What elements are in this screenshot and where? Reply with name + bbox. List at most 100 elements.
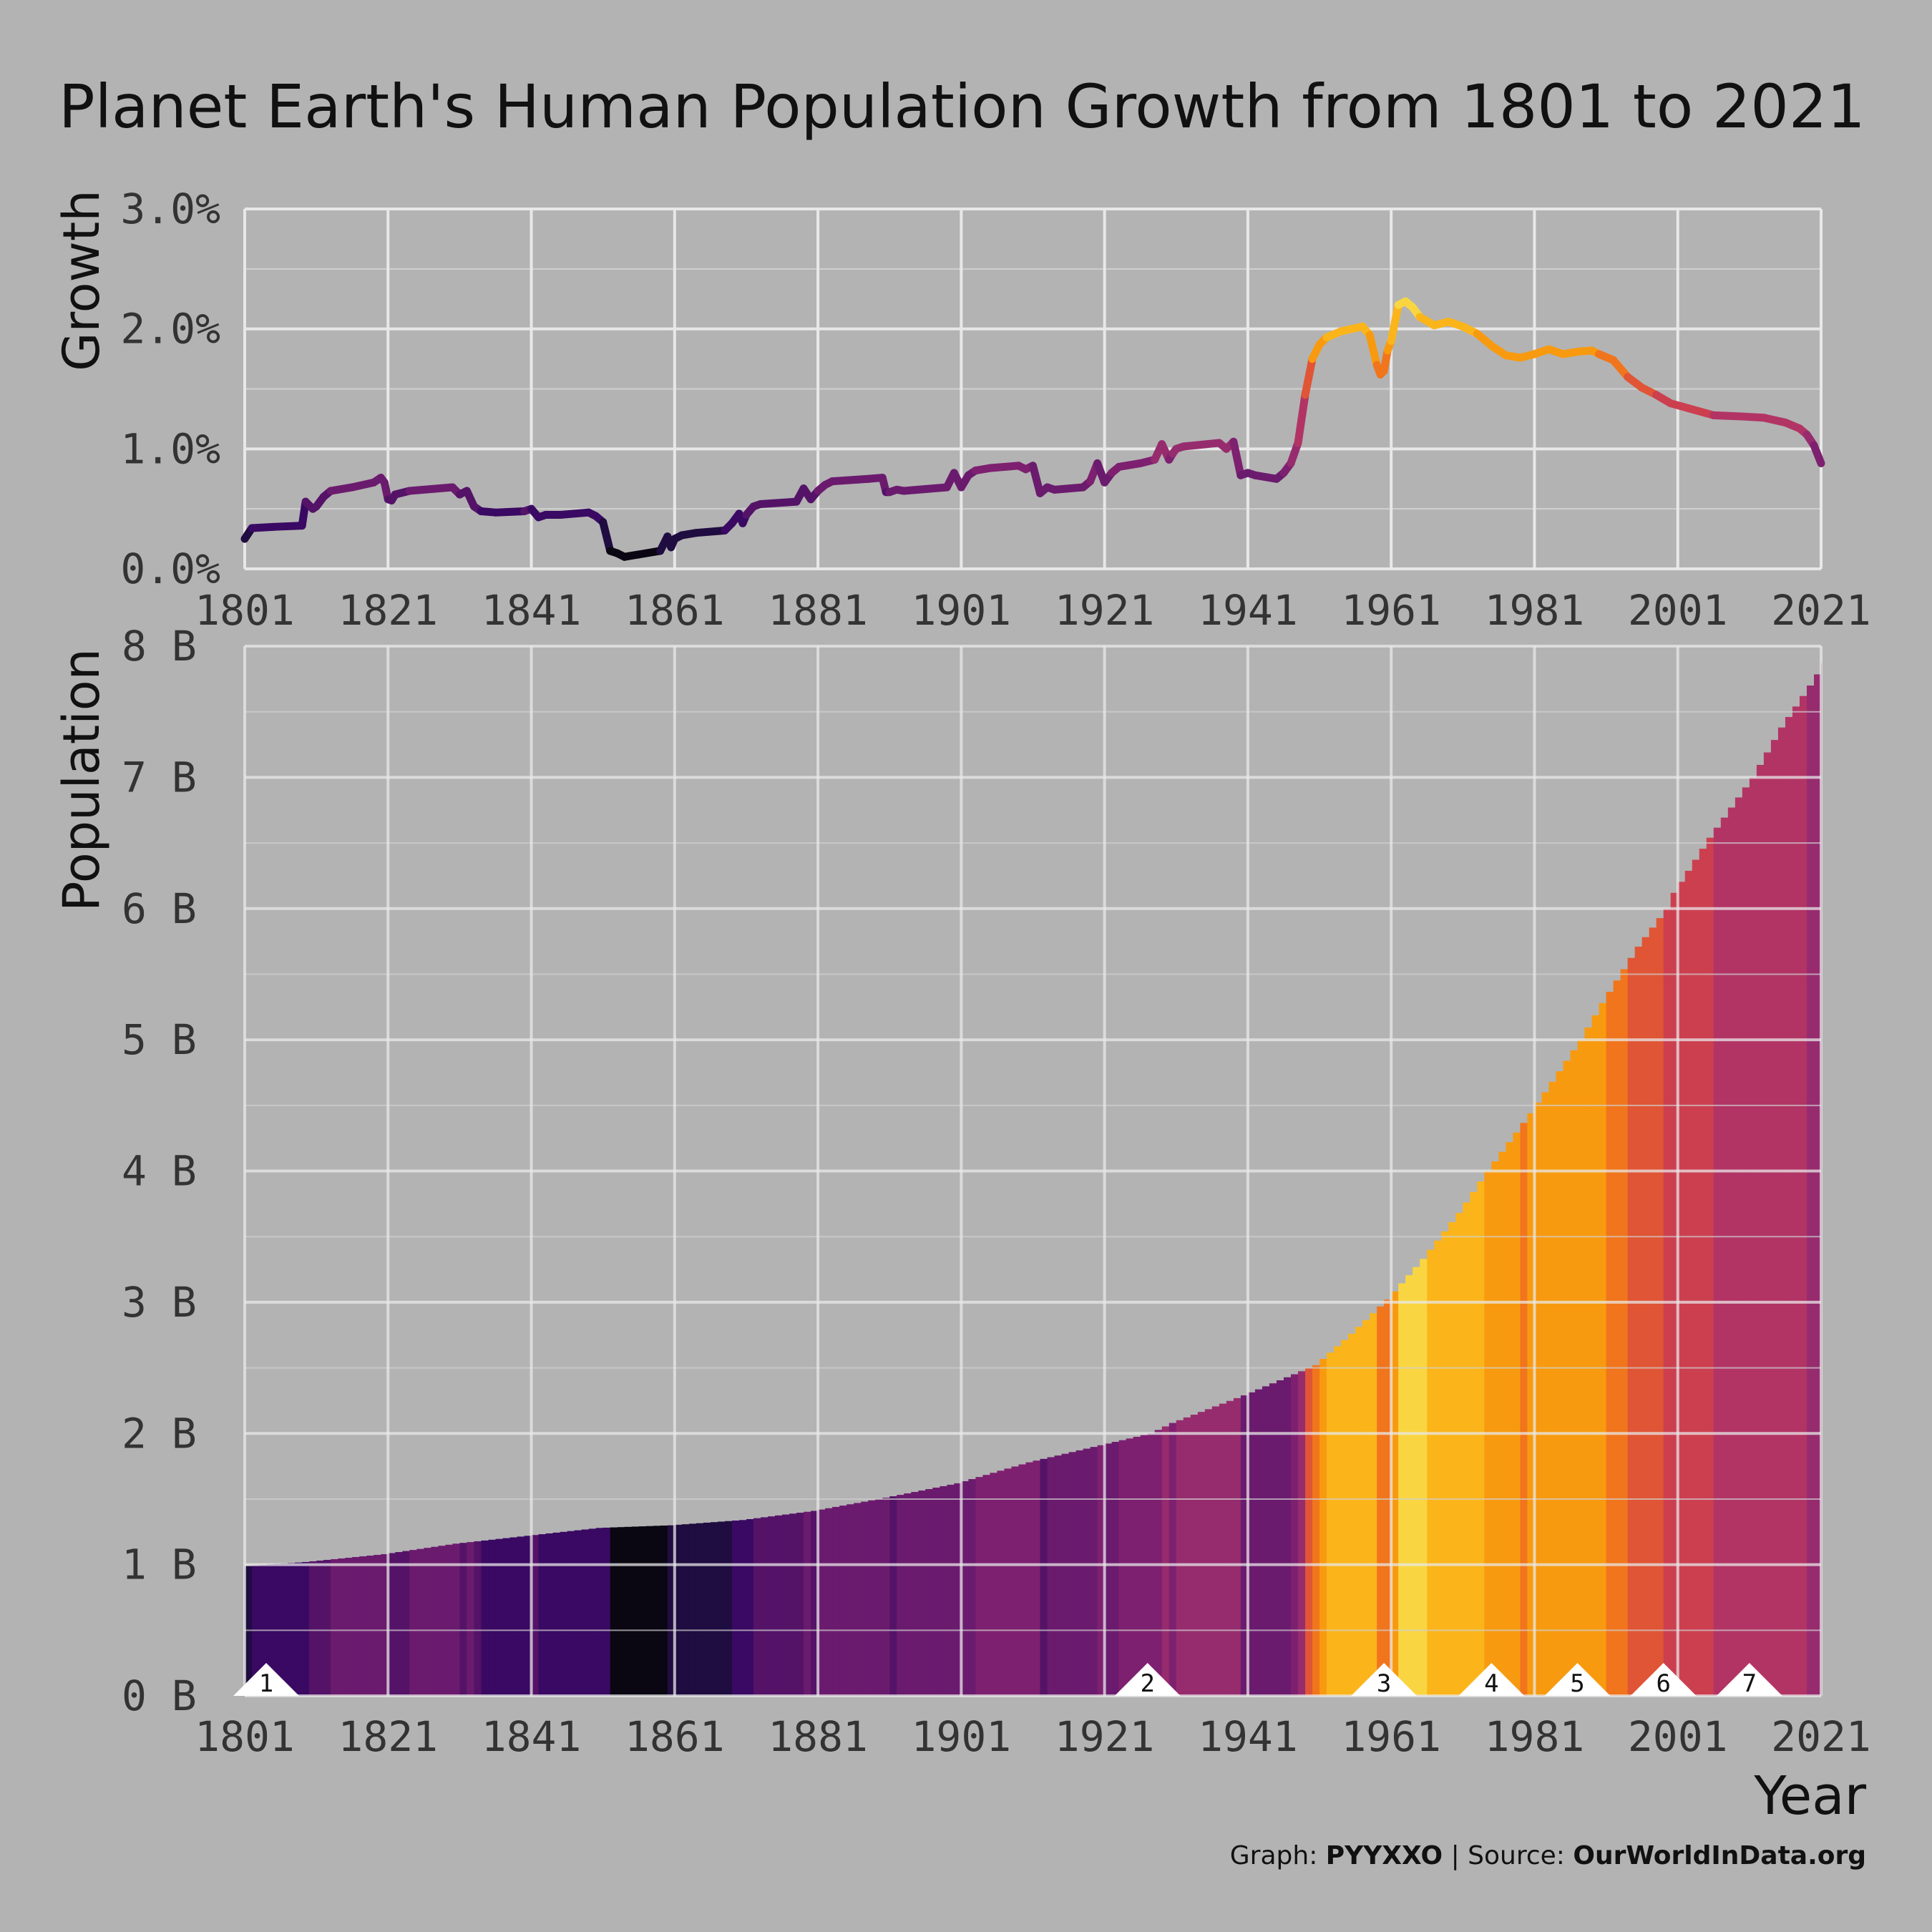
population-bar: [388, 1553, 396, 1696]
population-bar: [1591, 1015, 1600, 1696]
population-bar: [1334, 1346, 1342, 1696]
population-bar: [804, 1511, 811, 1696]
population-bar: [1455, 1213, 1464, 1696]
population-y-tick-label: 5 B: [122, 1015, 197, 1064]
population-bar: [1054, 1455, 1063, 1696]
population-bar: [1004, 1468, 1013, 1696]
growth-x-tick-label: 1861: [625, 586, 725, 635]
population-bar: [502, 1538, 511, 1696]
population-bar: [1441, 1231, 1450, 1696]
population-bar: [789, 1513, 797, 1696]
population-y-ticks: 0 B 1 B 2 B 3 B 4 B 5 B 6 B 7 B 8 B: [122, 622, 197, 1720]
population-bar: [710, 1522, 718, 1696]
population-bar: [581, 1529, 590, 1696]
credit-graph-author: PYYXXO: [1326, 1841, 1443, 1870]
population-bar: [1097, 1445, 1106, 1696]
population-bar: [1520, 1123, 1528, 1696]
population-bar: [1599, 1002, 1607, 1696]
population-bar: [1262, 1386, 1270, 1696]
population-bar: [624, 1526, 633, 1696]
population-bar: [509, 1537, 518, 1696]
population-bar: [1735, 797, 1743, 1696]
growth-y-tick-label: 0.0%: [120, 545, 220, 593]
population-bar: [1362, 1319, 1370, 1696]
growth-line-segment: [1387, 301, 1402, 345]
growth-x-ticks: 1801 1821 1841 1861 1881 1901 1921 1941 1961 1981…: [195, 586, 1871, 635]
population-bar: [338, 1558, 346, 1696]
population-bar: [1627, 957, 1636, 1696]
growth-line-segment: [692, 526, 729, 537]
population-bar: [731, 1521, 740, 1696]
population-bar: [811, 1511, 819, 1696]
growth-line-segment: [899, 483, 951, 495]
population-bar: [1111, 1442, 1120, 1696]
growth-x-tick-label: 1801: [195, 586, 295, 635]
population-bar: [1341, 1340, 1349, 1696]
population-y-tick-label: 8 B: [122, 622, 197, 670]
population-bar: [832, 1506, 840, 1696]
population-x-tick-label: 2021: [1771, 1712, 1871, 1761]
population-y-tick-label: 4 B: [122, 1147, 197, 1196]
population-bar: [1570, 1050, 1579, 1696]
population-bar: [459, 1543, 468, 1696]
population-bar: [688, 1523, 697, 1696]
population-bar: [674, 1524, 683, 1696]
population-x-tick-label: 1941: [1198, 1712, 1298, 1761]
growth-line-segment: [1179, 439, 1224, 451]
milestone-label: 7: [1742, 1669, 1757, 1698]
growth-y-tick-label: 1.0%: [120, 424, 220, 473]
population-bar: [1126, 1438, 1134, 1696]
population-bar: [1785, 717, 1793, 1697]
population-bar: [1211, 1406, 1220, 1696]
growth-line: [240, 297, 1825, 561]
population-bar: [1692, 859, 1700, 1696]
population-bar: [1183, 1417, 1191, 1696]
population-bar: [1090, 1447, 1098, 1696]
population-bar: [1169, 1423, 1177, 1696]
population-bar: [1448, 1222, 1457, 1696]
population-bar: [1427, 1249, 1435, 1696]
population-bar: [1498, 1151, 1507, 1696]
population-bar: [1777, 727, 1786, 1696]
population-bar: [760, 1517, 769, 1696]
population-y-axis-label: Population: [52, 648, 111, 912]
population-bar: [696, 1523, 704, 1696]
population-bar: [1025, 1462, 1034, 1696]
growth-line-segment: [1050, 483, 1088, 494]
population-bar: [617, 1527, 625, 1696]
population-bar: [1254, 1389, 1263, 1696]
credit-separator: | Source:: [1443, 1841, 1573, 1870]
population-bar: [818, 1509, 826, 1696]
milestone-marker: [1630, 1663, 1697, 1696]
population-bar: [796, 1513, 804, 1696]
growth-line-segment: [1365, 331, 1381, 369]
population-bar: [975, 1477, 984, 1696]
population-bar: [1298, 1371, 1306, 1696]
growth-x-tick-label: 1881: [768, 586, 868, 635]
population-bar: [947, 1484, 955, 1696]
growth-line-segment: [556, 508, 593, 519]
population-bar: [882, 1498, 891, 1696]
population-panel: Population 0 B 1 B 2 B 3 B 4 B 5 B 6 B 7 B 8 B 1…: [52, 622, 1871, 1827]
population-bar: [681, 1524, 690, 1696]
population-bar: [1527, 1113, 1536, 1696]
population-bar: [481, 1540, 489, 1696]
population-bar: [452, 1543, 461, 1696]
population-bar: [1047, 1457, 1055, 1696]
growth-x-tick-label: 1901: [912, 586, 1012, 635]
milestone-label: 5: [1570, 1669, 1584, 1698]
milestone-marker: [1458, 1663, 1525, 1696]
population-bar: [1799, 696, 1807, 1696]
growth-x-tick-label: 1941: [1198, 586, 1298, 635]
population-bar: [1548, 1081, 1557, 1696]
population-bar: [352, 1556, 361, 1696]
population-bar: [1463, 1202, 1471, 1696]
milestone-label: 1: [259, 1669, 273, 1698]
population-bar: [1269, 1383, 1277, 1696]
population-bar: [1563, 1060, 1571, 1696]
population-bar: [889, 1496, 898, 1696]
population-bar: [409, 1550, 418, 1696]
growth-x-tick-label: 1961: [1341, 586, 1441, 635]
population-bar: [1706, 837, 1714, 1696]
population-bar: [1792, 706, 1800, 1696]
